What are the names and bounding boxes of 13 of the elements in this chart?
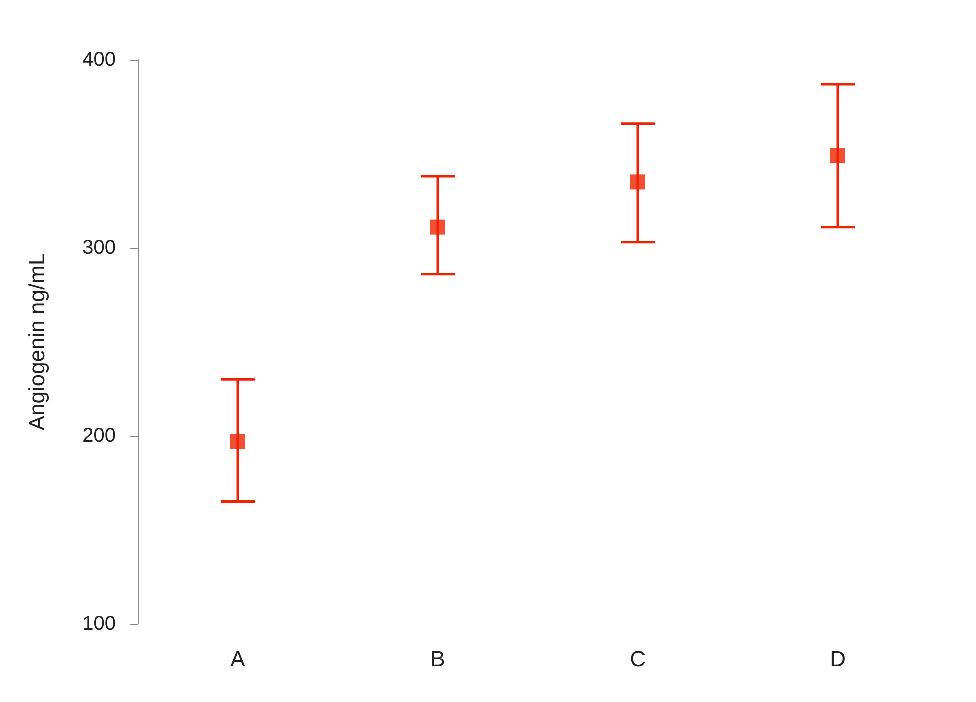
y-tick-label: 200 (82, 425, 116, 447)
point (230, 434, 246, 450)
x-tick-label: B (430, 646, 446, 672)
point (430, 220, 446, 235)
x-tick-label: A (230, 646, 246, 672)
y-tick-label: 400 (82, 49, 116, 71)
point (630, 174, 646, 190)
point (830, 148, 846, 164)
y-tick-label: 100 (82, 613, 116, 635)
x-tick-label: C (630, 646, 646, 672)
y-axis-title: Angiogenin ng/mL (24, 253, 50, 431)
y-tick-label: 300 (82, 237, 116, 259)
x-tick-label: D (830, 646, 846, 672)
